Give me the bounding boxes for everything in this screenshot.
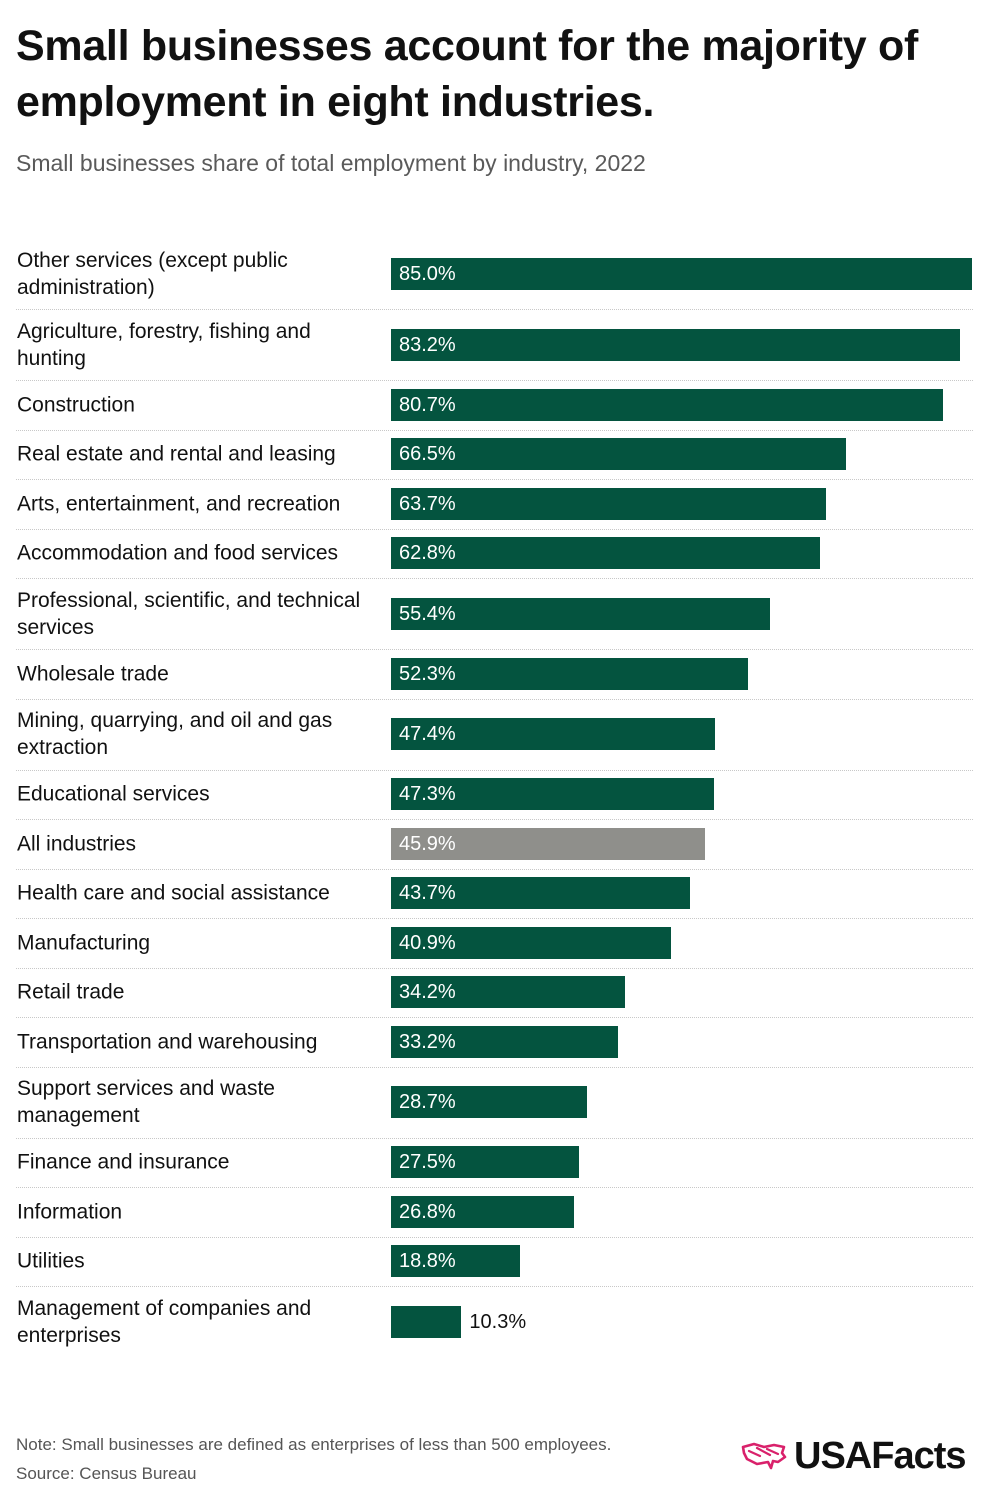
row-divider bbox=[16, 1017, 973, 1018]
bar-value-label: 43.7% bbox=[399, 882, 456, 905]
category-label: Wholesale trade bbox=[17, 662, 169, 686]
category-label: Other services (except public administra… bbox=[17, 248, 288, 299]
category-label: Utilities bbox=[17, 1249, 85, 1273]
row-divider bbox=[16, 309, 973, 310]
category-label: All industries bbox=[17, 832, 137, 856]
category-label: Agriculture, forestry, fishing and hunti… bbox=[17, 319, 311, 370]
row-divider bbox=[16, 1286, 973, 1287]
brand-logo: USAFacts bbox=[740, 1433, 966, 1479]
bar bbox=[391, 1086, 588, 1118]
bar bbox=[391, 877, 690, 910]
row-divider bbox=[16, 649, 973, 650]
bar bbox=[391, 1025, 618, 1058]
bar-value-label: 10.3% bbox=[469, 1310, 527, 1333]
bar bbox=[391, 778, 715, 811]
bar bbox=[391, 1195, 575, 1228]
row-divider bbox=[16, 819, 973, 820]
row-divider bbox=[16, 918, 973, 919]
bar-value-label: 33.2% bbox=[399, 1030, 456, 1053]
category-label: Retail trade bbox=[17, 980, 125, 1004]
usa-map-icon bbox=[741, 1442, 787, 1470]
bar bbox=[391, 926, 671, 959]
row-divider bbox=[16, 868, 973, 870]
category-label: Real estate and rental and leasing bbox=[17, 442, 336, 466]
row-divider bbox=[16, 967, 973, 969]
bar-value-label: 47.4% bbox=[399, 723, 456, 745]
category-label: Mining, quarrying, and oil and gas extra… bbox=[17, 709, 333, 759]
bar bbox=[391, 976, 625, 1009]
bar-value-label: 26.8% bbox=[399, 1200, 456, 1223]
bar bbox=[391, 1245, 520, 1278]
bar bbox=[391, 257, 972, 290]
row-divider bbox=[16, 578, 973, 579]
row-divider bbox=[16, 429, 973, 431]
bar bbox=[391, 718, 715, 750]
category-label: Manufacturing bbox=[17, 931, 151, 955]
bar bbox=[391, 537, 821, 570]
row-divider bbox=[16, 1236, 973, 1238]
row-divider bbox=[16, 1137, 973, 1139]
category-label: Accommodation and food services bbox=[17, 541, 338, 565]
bar-value-label: 34.2% bbox=[399, 981, 456, 1004]
row-divider bbox=[16, 528, 973, 530]
bar bbox=[391, 1305, 462, 1338]
bar-value-label: 40.9% bbox=[399, 931, 456, 954]
row-divider bbox=[16, 698, 973, 700]
bar-value-label: 66.5% bbox=[399, 443, 456, 466]
bar bbox=[391, 487, 827, 520]
footnote: Note: Small businesses are defined as en… bbox=[16, 1430, 611, 1488]
brand-name: USAFacts bbox=[794, 1434, 966, 1477]
bar-value-label: 55.4% bbox=[399, 602, 456, 625]
bar-value-label: 18.8% bbox=[399, 1250, 456, 1273]
bar bbox=[391, 657, 749, 690]
bar-value-label: 63.7% bbox=[399, 492, 456, 515]
bar-value-label: 62.8% bbox=[399, 542, 456, 565]
row-divider bbox=[16, 1066, 973, 1068]
category-label: Management of companies and enterprises bbox=[17, 1296, 312, 1347]
category-label: Construction bbox=[17, 393, 135, 417]
bar-value-label: 85.0% bbox=[399, 262, 456, 285]
bar bbox=[391, 388, 943, 421]
bar bbox=[391, 328, 960, 361]
category-label: Information bbox=[17, 1200, 123, 1224]
note-text: Note: Small businesses are defined as en… bbox=[16, 1435, 612, 1454]
bar-value-label: 52.3% bbox=[399, 662, 456, 685]
category-label: Health care and social assistance bbox=[17, 881, 330, 905]
bar bbox=[391, 1146, 579, 1179]
category-label: Finance and insurance bbox=[17, 1150, 230, 1174]
bar bbox=[391, 597, 770, 630]
source-text: Source: Census Bureau bbox=[16, 1464, 197, 1483]
row-divider bbox=[16, 769, 973, 771]
category-label: Transportation and warehousing bbox=[17, 1030, 318, 1054]
bar bbox=[391, 438, 846, 471]
category-label: Support services and waste management bbox=[17, 1077, 275, 1127]
row-divider bbox=[16, 380, 973, 381]
bar-value-label: 47.3% bbox=[399, 783, 456, 806]
bar-value-label: 83.2% bbox=[399, 333, 456, 356]
category-label: Professional, scientific, and technical … bbox=[17, 588, 361, 639]
chart-subtitle: Small businesses share of total employme… bbox=[16, 150, 646, 176]
category-label: Arts, entertainment, and recreation bbox=[17, 492, 341, 516]
row-divider bbox=[16, 479, 973, 480]
bar-value-label: 80.7% bbox=[399, 393, 456, 416]
bar-value-label: 45.9% bbox=[399, 832, 456, 855]
row-divider bbox=[16, 1187, 973, 1188]
bar-value-label: 27.5% bbox=[399, 1151, 456, 1174]
chart-title: Small businesses account for the majorit… bbox=[16, 22, 918, 126]
bar bbox=[391, 827, 705, 860]
bar-value-label: 28.7% bbox=[399, 1091, 456, 1113]
category-label: Educational services bbox=[17, 782, 210, 806]
